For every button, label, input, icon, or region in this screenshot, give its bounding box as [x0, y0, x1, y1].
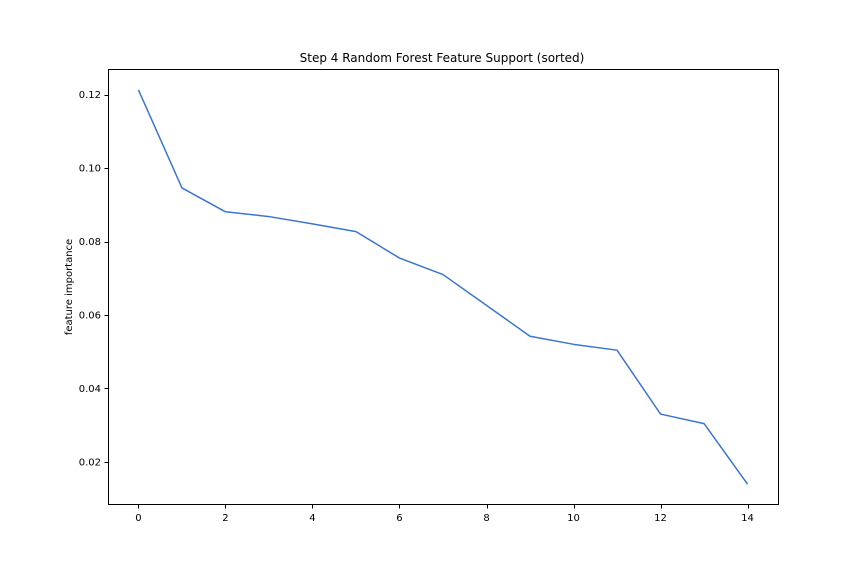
x-tick-label: 10: [567, 513, 580, 524]
series-line: [137, 89, 749, 485]
x-tick-label: 6: [396, 513, 402, 524]
x-tick-label: 4: [309, 513, 315, 524]
y-tick-label: 0.10: [79, 164, 101, 175]
y-tick-label: 0.06: [79, 310, 101, 321]
series-layer: [137, 89, 749, 485]
axis-ticks: 0 2 4 6 8 10 12 14 0.02 0.04 0.06 0.08 0.10 0.12: [79, 90, 754, 524]
x-tick-label: 0: [135, 513, 141, 524]
x-tick-label: 14: [741, 513, 754, 524]
x-tick-label: 2: [222, 513, 228, 524]
plot-frame: [108, 69, 779, 505]
y-tick-label: 0.08: [79, 237, 101, 248]
x-tick-label: 8: [483, 513, 489, 524]
y-tick-label: 0.04: [79, 384, 101, 395]
y-axis-label: feature importance: [64, 239, 75, 335]
y-tick-label: 0.02: [79, 457, 101, 468]
x-tick-label: 12: [654, 513, 667, 524]
y-tick-label: 0.12: [79, 90, 101, 101]
chart-title: Step 4 Random Forest Feature Support (so…: [300, 51, 585, 65]
